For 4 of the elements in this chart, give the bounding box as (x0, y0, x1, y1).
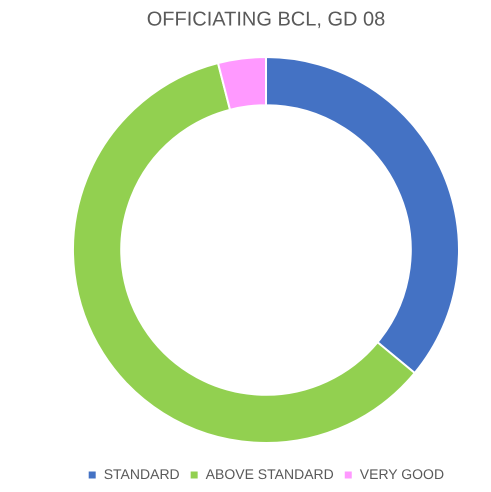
legend-label: ABOVE STANDARD (206, 466, 334, 482)
legend-label: STANDARD (104, 466, 180, 482)
chart-title: OFFICIATING BCL, GD 08 (146, 8, 386, 31)
legend-label: VERY GOOD (360, 466, 444, 482)
